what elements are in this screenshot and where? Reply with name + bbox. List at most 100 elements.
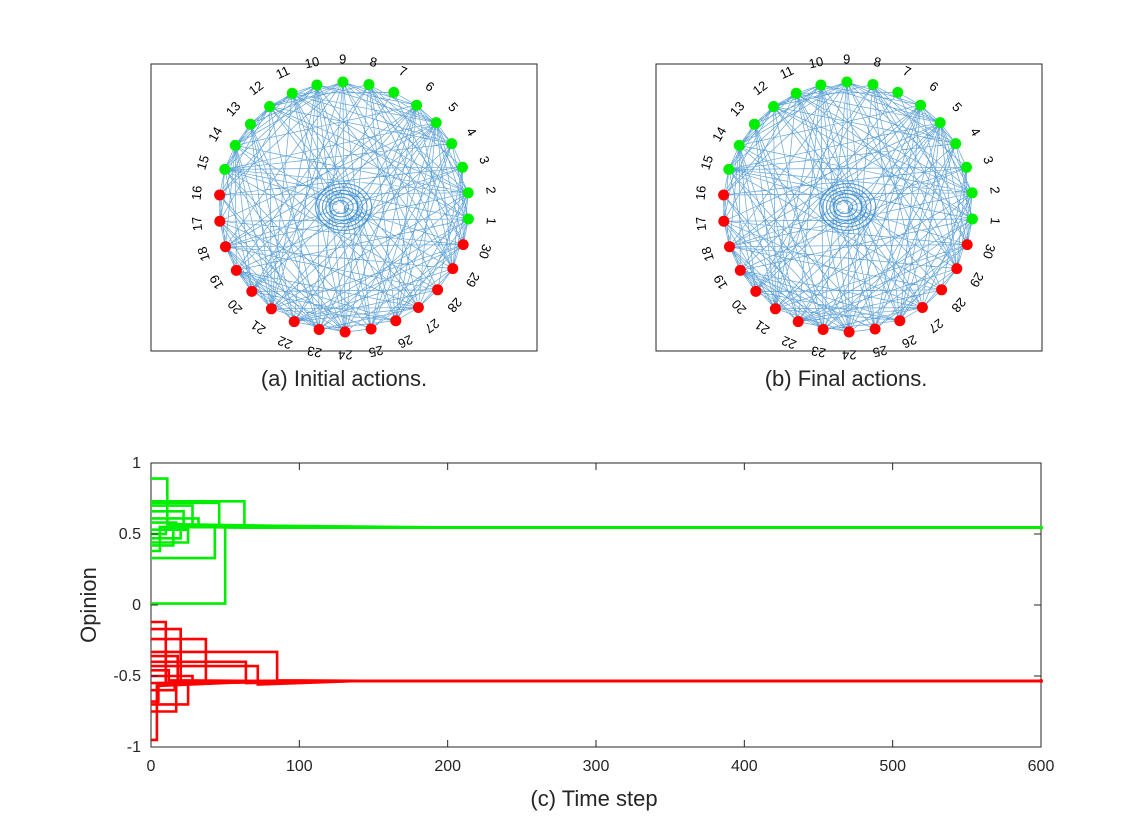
node-label-24: 24 (338, 347, 353, 362)
x-tick-label-0: 0 (147, 758, 156, 775)
node-label-22: 22 (275, 333, 294, 353)
node-label-30: 30 (980, 242, 999, 260)
opinion-chart: 0 100 200 300 400 500 600 -1 -0.5 0 0.5 1 (c) Time … (76, 455, 1054, 811)
node-16 (214, 189, 226, 201)
node-29 (447, 263, 459, 275)
edge-swirl (819, 183, 877, 231)
node-label-24: 24 (842, 347, 857, 362)
node-label-17: 17 (189, 216, 206, 232)
network-edges (723, 81, 973, 333)
node-22 (792, 316, 804, 328)
node-label-15: 15 (697, 153, 716, 171)
node-label-23: 23 (810, 343, 827, 361)
node-label-10: 10 (303, 54, 320, 72)
node-label-8: 8 (368, 54, 378, 70)
node-8 (867, 79, 879, 90)
node-26 (390, 315, 402, 327)
node-24 (843, 326, 855, 338)
node-28 (432, 284, 444, 296)
x-tick-label-200: 200 (434, 758, 461, 775)
node-18 (220, 241, 231, 253)
node-label-15: 15 (193, 153, 212, 171)
edge-swirl (836, 200, 854, 214)
node-label-16: 16 (693, 185, 709, 201)
edge-swirl (328, 196, 354, 218)
node-18 (724, 241, 735, 253)
x-axis-label: (c) Time step (530, 786, 657, 811)
edge-swirl (822, 186, 872, 228)
node-label-25: 25 (367, 343, 384, 361)
node-label-23: 23 (306, 343, 323, 361)
converged-marker-positive (1039, 525, 1043, 530)
node-27 (916, 302, 928, 313)
node-24 (339, 326, 351, 338)
node-9 (337, 76, 349, 88)
node-1 (966, 213, 978, 225)
node-5 (934, 117, 946, 129)
node-11 (286, 87, 298, 99)
node-10 (815, 79, 827, 91)
node-20 (246, 285, 258, 297)
y-tick-label--0.5: -0.5 (113, 668, 141, 685)
node-label-14: 14 (709, 124, 729, 144)
x-tick-label-300: 300 (583, 758, 610, 775)
node-label-3: 3 (476, 154, 493, 166)
node-29 (951, 263, 963, 275)
opinion-line-agent-15 (151, 524, 1041, 605)
node-label-10: 10 (807, 54, 824, 72)
y-tick-label-0: 0 (132, 597, 141, 614)
node-label-11: 11 (273, 63, 292, 82)
node-4 (446, 138, 458, 150)
node-label-27: 27 (926, 316, 947, 337)
node-27 (412, 302, 424, 313)
node-9 (841, 76, 853, 88)
node-label-12: 12 (246, 78, 267, 99)
node-19 (230, 264, 242, 276)
node-label-3: 3 (980, 154, 997, 166)
node-21 (769, 303, 781, 315)
network-edge-lines (723, 81, 973, 333)
panel-caption-a: (a) Initial actions. (261, 366, 427, 391)
node-4 (950, 138, 962, 150)
node-label-14: 14 (205, 124, 225, 144)
edge-swirl (829, 193, 863, 221)
node-label-8: 8 (872, 54, 882, 70)
node-16 (718, 189, 730, 201)
edge-swirl (315, 183, 373, 231)
node-21 (265, 303, 277, 315)
node-22 (288, 316, 300, 328)
network-edges (219, 81, 469, 333)
swirl-center (336, 203, 344, 211)
node-14 (229, 139, 241, 151)
node-label-26: 26 (900, 332, 919, 352)
node-30 (961, 239, 973, 251)
node-6 (915, 99, 927, 111)
edge-swirl (825, 189, 867, 225)
node-label-12: 12 (750, 78, 771, 99)
node-7 (892, 86, 904, 98)
node-7 (388, 86, 400, 98)
node-8 (363, 79, 375, 90)
node-label-27: 27 (422, 316, 443, 337)
node-label-21: 21 (752, 317, 772, 338)
y-axis-label: Opinion (76, 567, 101, 643)
x-tick-label-500: 500 (879, 758, 906, 775)
node-label-2: 2 (987, 186, 1003, 195)
node-label-29: 29 (463, 270, 483, 290)
node-label-19: 19 (710, 272, 730, 292)
y-tick-label--1: -1 (127, 739, 141, 756)
opinion-line-agent-30 (151, 679, 1041, 742)
node-label-21: 21 (248, 317, 268, 338)
node-2 (966, 187, 978, 199)
node-13 (244, 118, 256, 130)
node-label-9: 9 (339, 51, 346, 66)
node-30 (457, 239, 469, 251)
x-tick-label-600: 600 (1028, 758, 1055, 775)
node-label-11: 11 (777, 63, 796, 82)
x-tick-label-100: 100 (286, 758, 313, 775)
edge-swirl (318, 186, 368, 228)
node-label-22: 22 (779, 333, 798, 353)
